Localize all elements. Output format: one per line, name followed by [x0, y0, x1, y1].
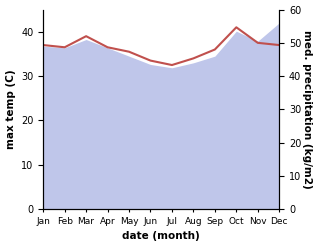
X-axis label: date (month): date (month) — [122, 231, 200, 242]
Y-axis label: max temp (C): max temp (C) — [5, 70, 16, 149]
Y-axis label: med. precipitation (kg/m2): med. precipitation (kg/m2) — [302, 30, 313, 189]
